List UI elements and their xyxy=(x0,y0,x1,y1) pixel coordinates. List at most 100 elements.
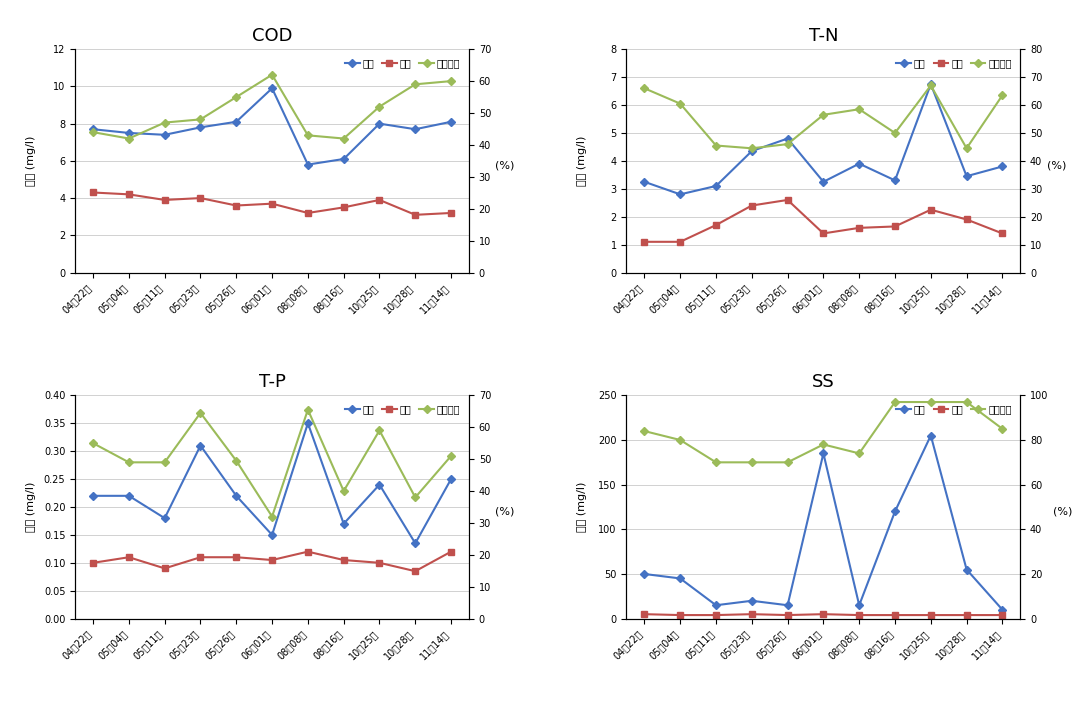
처리효율 xyxy=(710,458,723,467)
유입 xyxy=(996,605,1008,614)
유출 xyxy=(445,548,458,556)
Line: 처리효율: 처리효율 xyxy=(641,399,1005,465)
Line: 제거효율: 제거효율 xyxy=(641,83,1005,151)
제거효율 xyxy=(445,77,458,85)
유입 xyxy=(230,117,243,126)
Title: SS: SS xyxy=(812,373,834,391)
유출 xyxy=(87,188,100,197)
제거효율 xyxy=(409,80,422,89)
유입 xyxy=(445,475,458,483)
유입 xyxy=(373,120,386,128)
유입 xyxy=(960,172,973,181)
유출 xyxy=(710,611,723,619)
유출 xyxy=(230,201,243,209)
Line: 유출: 유출 xyxy=(90,549,454,574)
제거효율 xyxy=(373,103,386,111)
제거효율 xyxy=(781,140,794,148)
처리효율 xyxy=(445,452,458,460)
유입 xyxy=(960,565,973,574)
Legend: 유입, 유출, 처리효율: 유입, 유출, 처리효율 xyxy=(892,400,1015,418)
유입 xyxy=(853,601,866,610)
Line: 유출: 유출 xyxy=(641,197,1005,245)
유입 xyxy=(87,491,100,500)
유입 xyxy=(158,131,171,139)
유입 xyxy=(638,569,651,578)
처리효율 xyxy=(194,408,207,417)
제거효율 xyxy=(302,131,315,140)
처리효율 xyxy=(853,449,866,458)
Line: 유출: 유출 xyxy=(90,190,454,218)
처리효율 xyxy=(781,458,794,467)
유출 xyxy=(853,611,866,619)
Title: COD: COD xyxy=(251,27,292,45)
처리효율 xyxy=(925,398,938,406)
제거효율 xyxy=(710,141,723,150)
유출 xyxy=(337,203,350,212)
처리효율 xyxy=(337,486,350,495)
처리효율 xyxy=(122,458,135,467)
Legend: 유입, 유출, 제거효율: 유입, 유출, 제거효율 xyxy=(892,54,1015,72)
유입 xyxy=(781,601,794,610)
유출 xyxy=(337,556,350,565)
제거효율 xyxy=(673,99,686,108)
제거효율 xyxy=(194,115,207,124)
유입 xyxy=(194,441,207,450)
유입 xyxy=(745,597,758,605)
Y-axis label: (%): (%) xyxy=(1053,507,1072,517)
유출 xyxy=(960,611,973,619)
제거효율 xyxy=(817,110,830,119)
Y-axis label: 농도 (mg/l): 농도 (mg/l) xyxy=(577,482,587,532)
유출 xyxy=(781,611,794,619)
유입 xyxy=(853,160,866,168)
유출 xyxy=(925,611,938,619)
처리효율 xyxy=(158,458,171,467)
유출 xyxy=(302,209,315,217)
제거효율 xyxy=(925,82,938,90)
유출 xyxy=(158,565,171,573)
제거효율 xyxy=(230,93,243,101)
제거효율 xyxy=(265,70,278,79)
Y-axis label: (%): (%) xyxy=(1046,161,1066,171)
제거효율 xyxy=(745,144,758,153)
유출 xyxy=(87,559,100,567)
유출 xyxy=(888,611,901,619)
유입 xyxy=(302,160,315,169)
유출 xyxy=(817,610,830,619)
유출 xyxy=(194,194,207,202)
제거효율 xyxy=(888,129,901,137)
유입 xyxy=(337,520,350,528)
Title: T-N: T-N xyxy=(809,27,838,45)
Title: T-P: T-P xyxy=(259,373,286,391)
Line: 유입: 유입 xyxy=(90,420,454,546)
유입 xyxy=(745,147,758,155)
제거효율 xyxy=(996,91,1008,100)
Legend: 유입, 유출, 제거효율: 유입, 유출, 제거효율 xyxy=(342,54,464,72)
처리효율 xyxy=(87,439,100,447)
유입 xyxy=(445,117,458,126)
유출 xyxy=(265,556,278,565)
유입 xyxy=(710,601,723,610)
유출 xyxy=(960,215,973,224)
유출 xyxy=(673,238,686,246)
유입 xyxy=(265,531,278,539)
Line: 유입: 유입 xyxy=(641,82,1005,197)
처리효율 xyxy=(302,406,315,414)
유출 xyxy=(302,548,315,556)
유출 xyxy=(122,553,135,562)
유출 xyxy=(673,611,686,619)
처리효율 xyxy=(888,398,901,406)
유출 xyxy=(853,224,866,232)
제거효율 xyxy=(960,144,973,153)
유출 xyxy=(122,190,135,198)
유입 xyxy=(888,508,901,516)
유입 xyxy=(888,176,901,185)
유출 xyxy=(638,238,651,246)
유입 xyxy=(194,123,207,131)
제거효율 xyxy=(158,118,171,127)
처리효율 xyxy=(230,456,243,465)
Y-axis label: 농도 (mg/l): 농도 (mg/l) xyxy=(26,136,35,186)
유입 xyxy=(817,449,830,458)
처리효율 xyxy=(960,398,973,406)
Line: 유입: 유입 xyxy=(90,86,454,167)
Line: 처리효율: 처리효율 xyxy=(90,407,454,520)
